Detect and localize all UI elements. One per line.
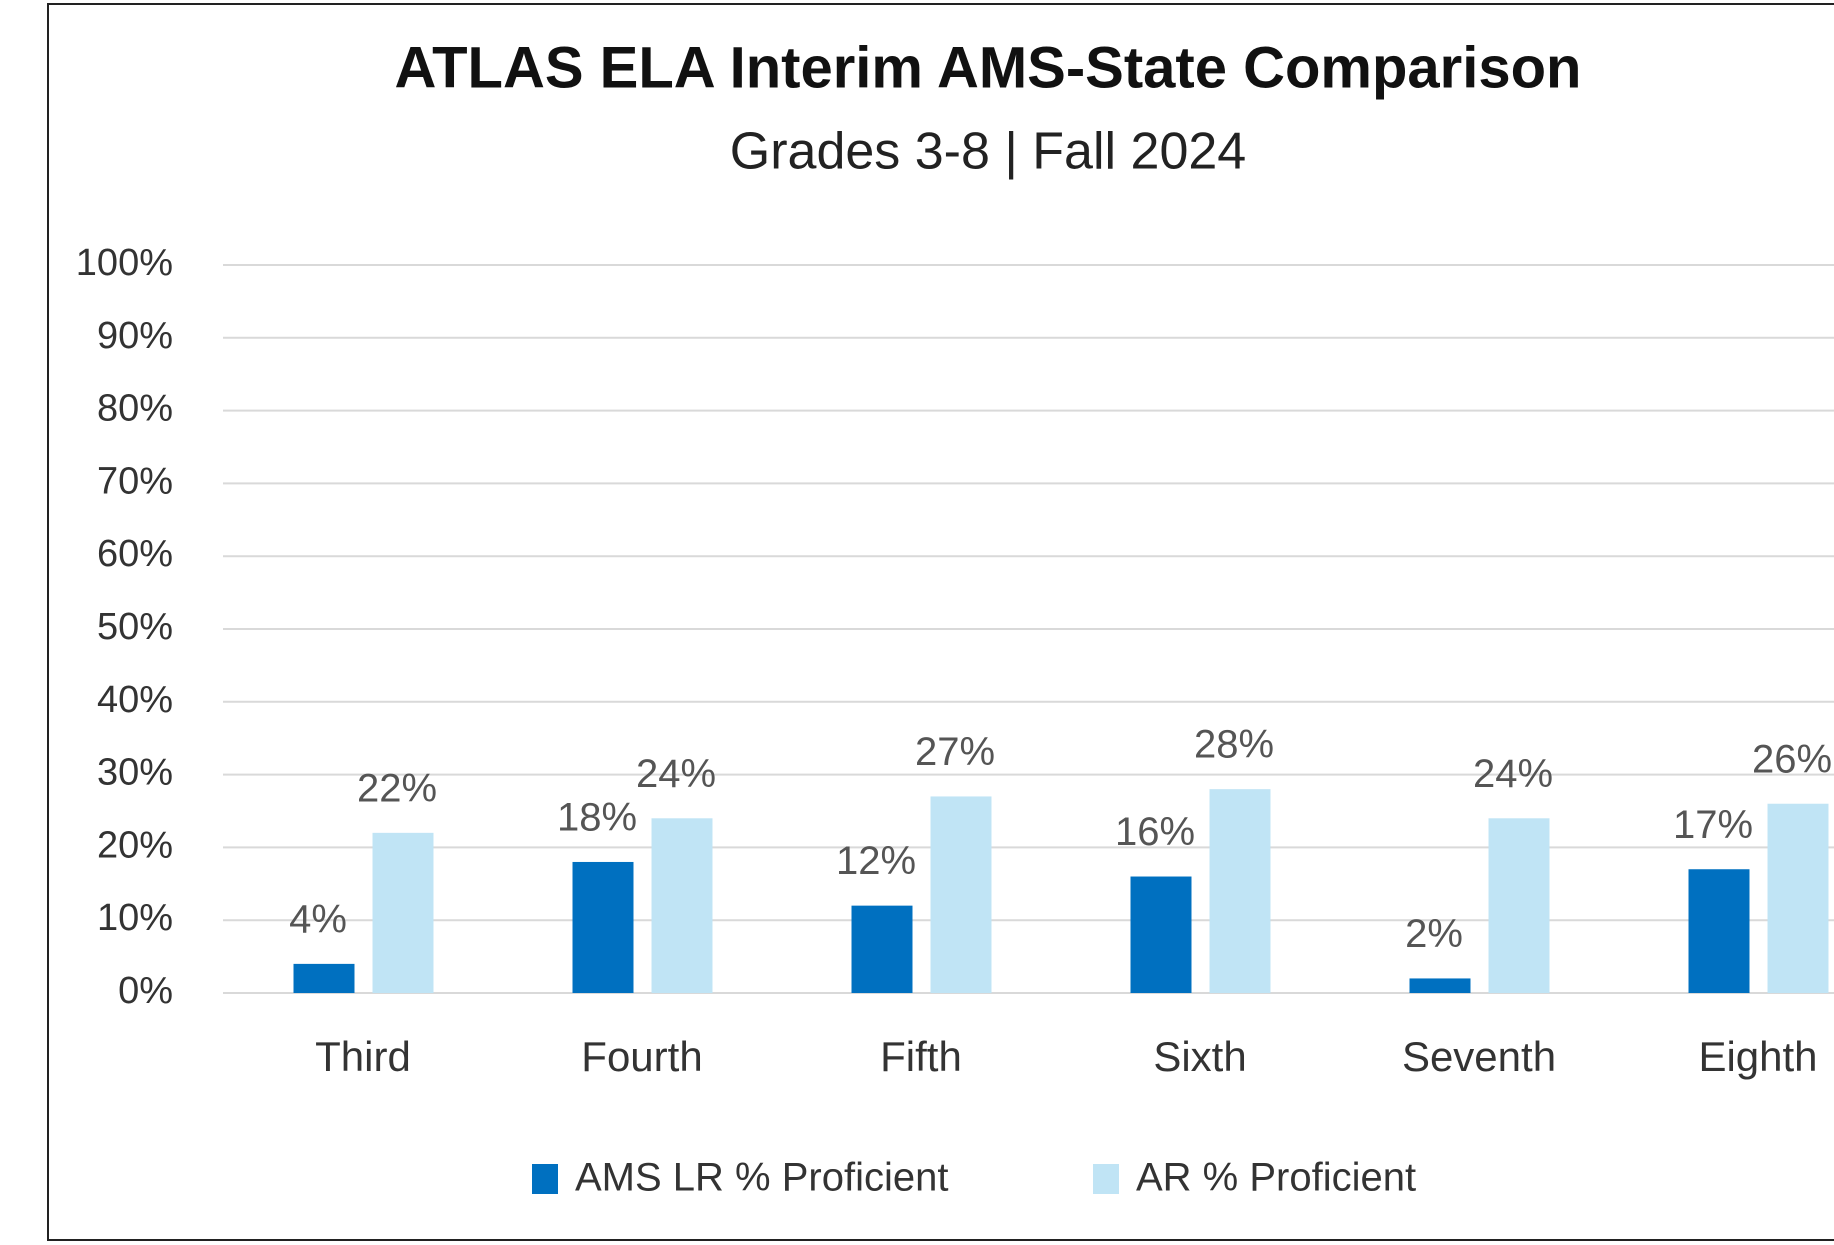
y-tick-label: 60% — [97, 533, 173, 575]
chart-title: ATLAS ELA Interim AMS-State Comparison — [395, 35, 1582, 100]
y-tick-label: 20% — [97, 824, 173, 866]
y-tick-label: 70% — [97, 460, 173, 502]
bar — [1688, 869, 1750, 993]
data-label: 17% — [1673, 803, 1753, 847]
data-label: 22% — [357, 766, 437, 810]
y-tick-label: 80% — [97, 388, 173, 430]
x-tick-label: Seventh — [1402, 1033, 1556, 1080]
y-tick-label: 0% — [118, 970, 173, 1012]
chart-frame — [47, 3, 1834, 1241]
x-tick-label: Sixth — [1153, 1033, 1246, 1080]
y-tick-label: 30% — [97, 752, 173, 794]
x-tick-label: Fourth — [581, 1033, 702, 1080]
chart-subtitle: Grades 3-8 | Fall 2024 — [730, 123, 1246, 181]
x-tick-label: Third — [315, 1033, 411, 1080]
y-tick-label: 50% — [97, 606, 173, 648]
data-label: 26% — [1752, 737, 1832, 781]
bar — [851, 905, 913, 993]
data-label: 16% — [1115, 810, 1195, 854]
bar — [293, 963, 355, 993]
data-label: 12% — [836, 839, 916, 883]
data-label: 2% — [1405, 912, 1463, 956]
bar — [930, 796, 992, 993]
bar — [1767, 803, 1829, 993]
bar — [1488, 818, 1550, 993]
bar — [372, 832, 434, 993]
data-label: 24% — [1473, 752, 1553, 796]
bar — [651, 818, 713, 993]
x-tick-label: Eighth — [1698, 1033, 1817, 1080]
legend-label: AMS LR % Proficient — [575, 1156, 948, 1200]
bar — [572, 861, 634, 993]
bar — [1409, 978, 1471, 993]
y-tick-label: 10% — [97, 897, 173, 939]
data-label: 27% — [915, 730, 995, 774]
data-label: 28% — [1194, 723, 1274, 767]
data-label: 4% — [289, 897, 347, 941]
data-label: 24% — [636, 752, 716, 796]
y-tick-label: 100% — [76, 242, 173, 284]
bar — [1130, 876, 1192, 993]
x-tick-label: Fifth — [880, 1033, 962, 1080]
bar — [1209, 789, 1271, 993]
legend-swatch — [532, 1164, 558, 1194]
legend-label: AR % Proficient — [1136, 1156, 1416, 1200]
legend-swatch — [1093, 1164, 1119, 1194]
y-tick-label: 90% — [97, 315, 173, 357]
data-label: 18% — [557, 796, 637, 840]
y-tick-label: 40% — [97, 679, 173, 721]
